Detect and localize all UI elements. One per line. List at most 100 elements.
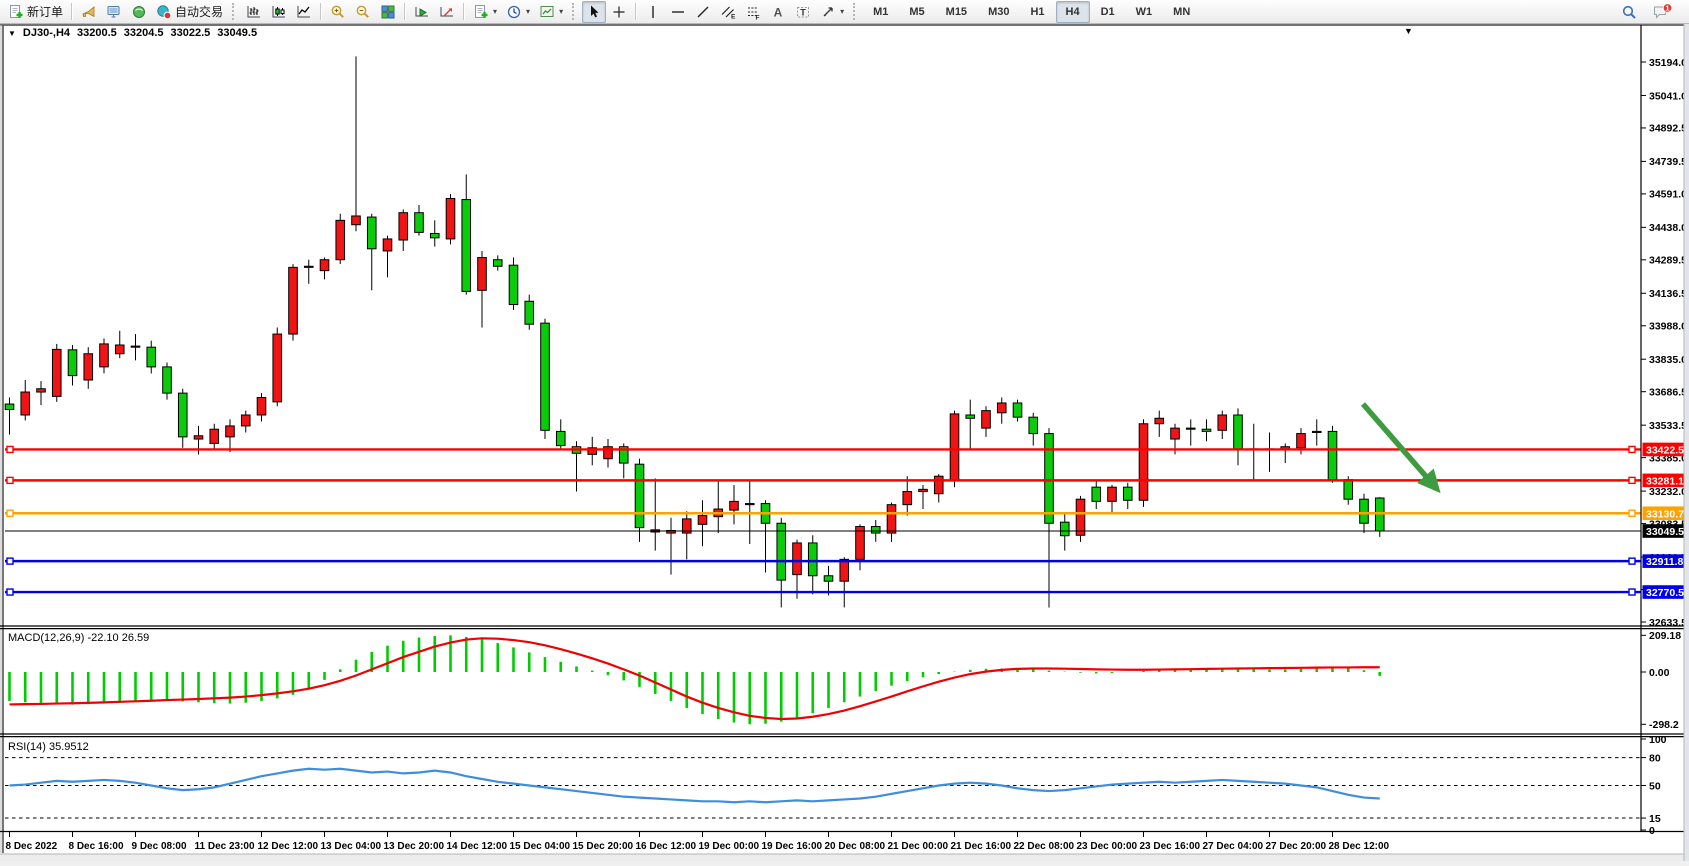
chart-shift-marker-icon[interactable]: ▼ [1404,26,1413,36]
svg-text:20 Dec 08:00: 20 Dec 08:00 [825,841,886,852]
bar-chart-button[interactable] [242,1,266,23]
crosshair-icon [613,6,625,17]
svg-text:16 Dec 12:00: 16 Dec 12:00 [636,841,697,852]
text-button[interactable]: A [766,1,790,23]
candlestick-chart-button[interactable] [267,1,291,23]
svg-text:34289.5: 34289.5 [1649,255,1687,267]
channel-button[interactable]: E [716,1,740,23]
notifications-button[interactable]: 1 [1649,1,1677,23]
rsi-line [9,767,1380,804]
svg-text:8 Dec 16:00: 8 Dec 16:00 [69,841,124,852]
search-button[interactable] [1617,1,1641,23]
timeframe-m15[interactable]: M15 [936,1,977,23]
svg-text:23 Dec 00:00: 23 Dec 00:00 [1077,841,1138,852]
market-watch-button[interactable] [102,1,126,23]
timeframe-d1[interactable]: D1 [1091,1,1125,23]
zoom-in-icon [331,5,344,18]
toolbar-separator [635,3,638,20]
timeframe-mn[interactable]: MN [1163,1,1200,23]
svg-text:80: 80 [1649,752,1661,764]
candle [272,333,283,403]
candle [1122,486,1133,501]
zoom-out-button[interactable] [351,1,375,23]
timeframe-m1[interactable]: M1 [863,1,898,23]
timeframe-m30[interactable]: M30 [978,1,1019,23]
candle [1091,486,1102,502]
svg-text:35194.0: 35194.0 [1649,57,1687,69]
trendline-button[interactable] [691,1,715,23]
svg-text:34438.0: 34438.0 [1649,222,1687,234]
candle [965,414,976,419]
auto-scroll-icon [415,6,429,17]
candle [114,344,125,355]
candle [319,259,330,272]
zoom-in-button[interactable] [326,1,350,23]
horizontal-line-33281.1[interactable] [5,476,1641,485]
candle [1311,430,1322,433]
candle [1201,428,1212,432]
vertical-line-button[interactable] [641,1,665,23]
horizontal-line-33422.5[interactable] [5,445,1641,454]
svg-text:0.00: 0.00 [1649,667,1670,679]
rsi-panel: RSI(14) 35.9512 100 80 50 150 [5,734,1667,837]
candle [288,266,298,335]
auto-scroll-button[interactable] [410,1,434,23]
quote-high: 33204.5 [123,27,164,39]
horizontal-line-32911.8[interactable] [5,557,1641,565]
trend-arrow-annotation[interactable] [1360,402,1441,494]
svg-text:32770.5: 32770.5 [1646,587,1684,599]
candle [697,515,708,525]
templates-button[interactable]: ▾ [535,1,567,23]
macd-signal-line [9,637,1380,721]
svg-text:13 Dec 20:00: 13 Dec 20:00 [384,841,445,852]
candle [366,216,377,250]
timeframe-w1[interactable]: W1 [1126,1,1163,23]
candle [461,199,472,292]
candle [83,353,94,381]
line-chart-button[interactable] [292,1,316,23]
arrows-button[interactable]: ▾ [816,1,848,23]
candle [981,410,991,429]
candle [1028,416,1039,435]
candle [1374,497,1385,532]
horizontal-line-button[interactable] [666,1,690,23]
symbol-dropdown-icon[interactable]: ▼ [8,28,16,38]
candle [51,348,62,397]
quote-low: 33022.5 [170,27,211,39]
svg-text:33049.5: 33049.5 [1646,526,1684,538]
timeframe-mn-label: MN [1173,5,1191,18]
periods-button[interactable]: ▾ [502,1,534,23]
candle [1154,417,1165,425]
alerts-button[interactable] [77,1,101,23]
line-price-label: 33281.1 [1642,473,1688,487]
chat-icon: 1 [1654,3,1673,19]
svg-text:T: T [800,7,806,17]
horizontal-line-32770.5[interactable] [5,588,1641,596]
candle [587,447,598,455]
chart-shift-button[interactable] [435,1,459,23]
toolbar-separator [463,3,466,20]
candle [303,265,314,268]
timeframe-m5[interactable]: M5 [899,1,934,23]
horizontal-line-33130.7[interactable] [5,509,1641,517]
candle [1296,433,1306,449]
svg-text:21 Dec 16:00: 21 Dec 16:00 [951,841,1012,852]
timeframe-m15-label: M15 [945,5,968,18]
line-price-label: 33130.7 [1642,506,1688,520]
new-order-button[interactable]: 新订单 [4,1,67,23]
text-label-button[interactable]: T [791,1,815,23]
chart-quote-bar: ▼ DJ30-,H4 33200.5 33204.5 33022.5 33049… [8,27,257,39]
cursor-button[interactable] [582,0,607,23]
indicators-button[interactable]: ▾ [469,1,501,23]
candle [634,463,645,529]
fibonacci-button[interactable]: F [741,1,765,23]
timeframe-h1[interactable]: H1 [1020,1,1054,23]
candle [1059,521,1070,537]
timeframe-h4[interactable]: H4 [1055,0,1090,23]
autotrading-button[interactable]: 自动交易 [152,1,227,23]
candle [918,488,928,493]
tile-windows-button[interactable] [376,1,400,23]
crosshair-button[interactable] [607,1,631,23]
candle [225,425,235,438]
navigator-button[interactable] [127,1,151,23]
